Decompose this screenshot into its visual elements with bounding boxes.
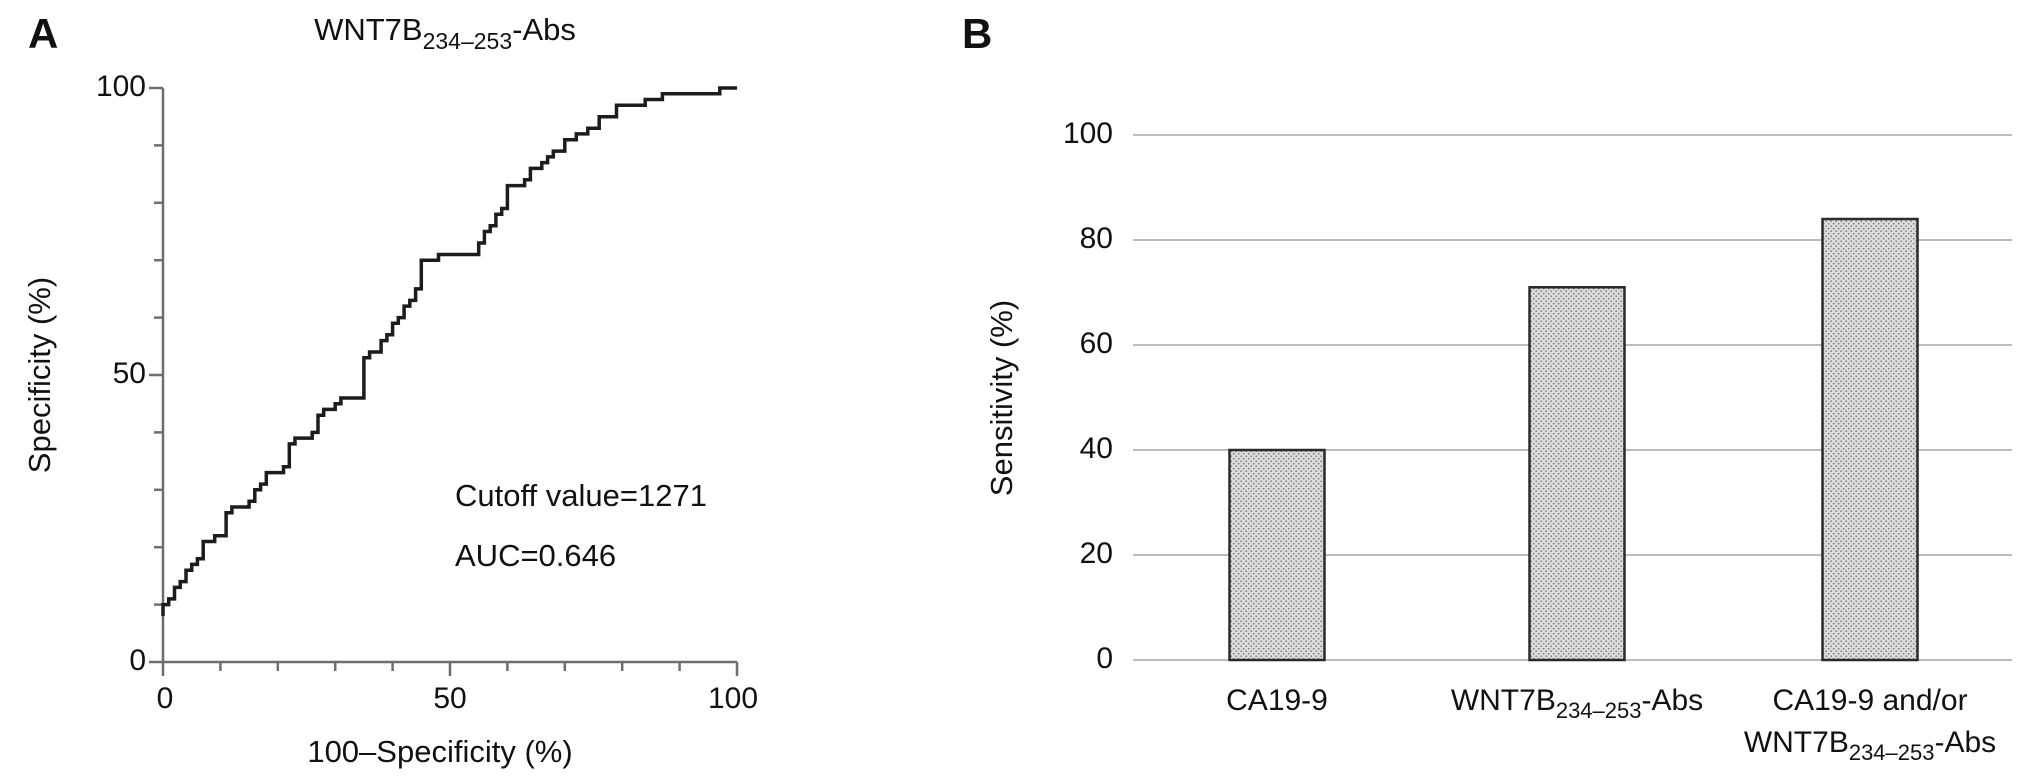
panel-a-xtick-0: 0 xyxy=(157,682,174,715)
panel-a-letter: A xyxy=(28,10,58,57)
panel-a-ytick-50: 50 xyxy=(113,357,146,390)
category-label-combined-line1: CA19-9 and/or xyxy=(1772,684,1967,717)
category-label-combined-line2: WNT7B234–253-Abs xyxy=(1744,726,1996,765)
cutoff-annotation: Cutoff value=1271 xyxy=(455,478,707,513)
cat3-subscript: 234–253 xyxy=(1849,740,1935,765)
panel-b: B 0 20 40 60 80 100 Sensitivity (%) CA19… xyxy=(962,10,2012,765)
panel-b-ytick-20: 20 xyxy=(1080,537,1113,570)
cat2-main: WNT7B xyxy=(1451,684,1556,717)
category-label-ca19-9: CA19-9 xyxy=(1226,684,1328,717)
category-label-wnt7b-abs: WNT7B234–253-Abs xyxy=(1451,684,1703,723)
bar-ca19-9-and-or-wnt7b234-253-abs xyxy=(1821,217,1919,662)
panel-a-x-axis-label: 100–Specificity (%) xyxy=(307,734,572,769)
panel-a-axes xyxy=(149,86,739,676)
panel-b-ytick-100: 100 xyxy=(1063,117,1113,150)
panel-a-ytick-100: 100 xyxy=(96,70,146,103)
roc-curve-path xyxy=(161,86,737,617)
panel-a-xtick-100: 100 xyxy=(708,682,758,715)
panel-a-title: WNT7B234–253-Abs xyxy=(314,12,576,54)
panel-a: A WNT7B234–253-Abs 0 50 100 0 50 100 Spe… xyxy=(22,10,758,769)
panel-b-y-axis-label: Sensitivity (%) xyxy=(984,300,1019,496)
panel-b-ytick-60: 60 xyxy=(1080,327,1113,360)
panel-a-xtick-50: 50 xyxy=(433,682,466,715)
panel-a-ytick-0: 0 xyxy=(129,644,146,677)
panel-a-title-suffix: -Abs xyxy=(512,12,576,47)
cat2-suffix: -Abs xyxy=(1641,684,1703,717)
auc-annotation: AUC=0.646 xyxy=(455,538,616,573)
roc-curve xyxy=(161,86,737,617)
cat3-main: WNT7B xyxy=(1744,726,1849,759)
cat2-subscript: 234–253 xyxy=(1556,698,1642,723)
panel-b-ytick-80: 80 xyxy=(1080,222,1113,255)
panel-b-ytick-0: 0 xyxy=(1096,642,1113,675)
panel-b-bars xyxy=(1228,217,1919,662)
panel-b-ytick-40: 40 xyxy=(1080,432,1113,465)
panel-a-title-main: WNT7B xyxy=(314,12,423,47)
panel-a-title-subscript: 234–253 xyxy=(423,28,513,54)
bar-ca19-9 xyxy=(1228,448,1326,662)
panel-a-axis-lines xyxy=(161,88,737,664)
bar-wnt7b234-253-abs xyxy=(1528,286,1626,662)
panel-a-y-axis-label: Specificity (%) xyxy=(22,277,57,473)
cat3-suffix: -Abs xyxy=(1934,726,1996,759)
panel-b-letter: B xyxy=(962,10,992,57)
